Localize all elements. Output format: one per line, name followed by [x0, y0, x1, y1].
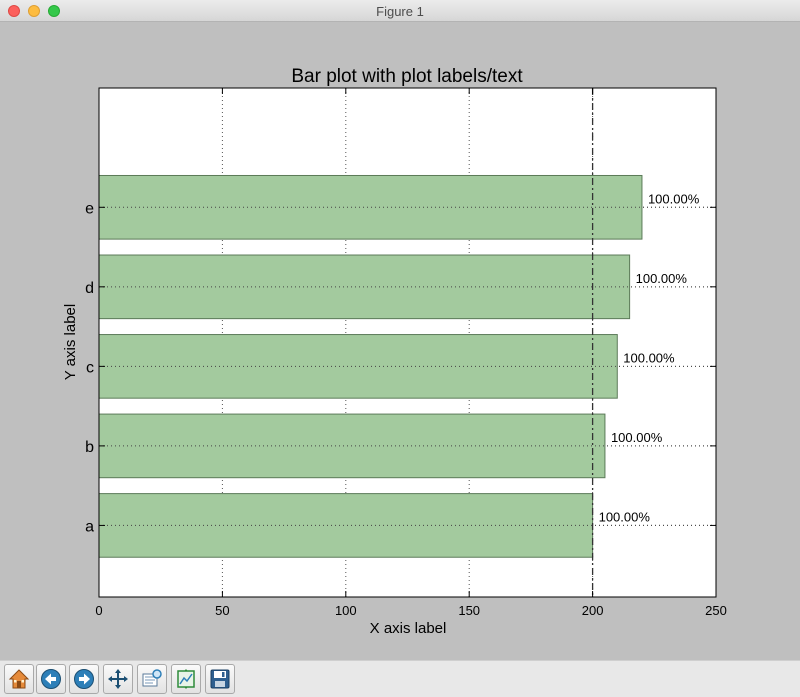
x-tick-label: 50 [215, 603, 229, 618]
bar-value-label: 100.00% [623, 350, 675, 365]
x-tick-label: 200 [582, 603, 604, 618]
navigation-toolbar [0, 660, 800, 697]
window-title: Figure 1 [376, 4, 424, 19]
bar [98, 334, 618, 399]
x-tick-label: 0 [95, 603, 102, 618]
back-button[interactable] [36, 664, 66, 694]
bar-value-label: 100.00% [636, 271, 688, 286]
x-tick-label: 150 [458, 603, 480, 618]
y-tick-label: c [86, 359, 94, 376]
chart-title: Bar plot with plot labels/text [291, 66, 523, 87]
bar-chart: 100.00% 100.00% 100.00% 100.00% 100.00% 0 50 1… [62, 66, 727, 637]
window-titlebar: Figure 1 [0, 0, 800, 22]
x-tick-label: 250 [705, 603, 727, 618]
y-axis-label: Y axis label [62, 304, 79, 380]
home-icon [8, 669, 30, 689]
pan-icon [108, 669, 128, 689]
bar-value-label: 100.00% [648, 191, 700, 206]
zoom-icon [142, 669, 162, 687]
forward-button[interactable] [69, 664, 99, 694]
save-icon [210, 669, 230, 689]
bar [98, 493, 594, 558]
y-tick-label: b [85, 439, 94, 456]
close-window-button[interactable] [8, 5, 20, 17]
axes-frame [98, 87, 717, 598]
x-axis-label: X axis label [370, 620, 447, 637]
home-button[interactable] [4, 664, 34, 694]
zoom-button[interactable] [137, 664, 167, 694]
save-button[interactable] [205, 664, 235, 694]
maximize-window-button[interactable] [48, 5, 60, 17]
bar [98, 174, 643, 240]
bar [98, 254, 631, 320]
minimize-window-button[interactable] [28, 5, 40, 17]
forward-icon [74, 669, 94, 689]
x-tick-label: 100 [335, 603, 357, 618]
ticks-layer: 0 50 100 150 200 250 a b c d e [85, 88, 727, 618]
bars-layer [98, 174, 643, 558]
back-icon [41, 669, 61, 689]
y-tick-label: d [85, 280, 94, 297]
figure-canvas: 100.00% 100.00% 100.00% 100.00% 100.00% 0 50 1… [0, 22, 800, 660]
bar-labels-layer: 100.00% 100.00% 100.00% 100.00% 100.00% [599, 191, 700, 524]
y-tick-label: e [85, 200, 94, 217]
configure-subplots-icon [177, 669, 195, 689]
reference-layer [99, 88, 716, 597]
pan-button[interactable] [103, 664, 133, 694]
configure-subplots-button[interactable] [171, 664, 201, 694]
bar-value-label: 100.00% [599, 509, 651, 524]
y-tick-label: a [85, 518, 94, 535]
bar-value-label: 100.00% [611, 430, 663, 445]
